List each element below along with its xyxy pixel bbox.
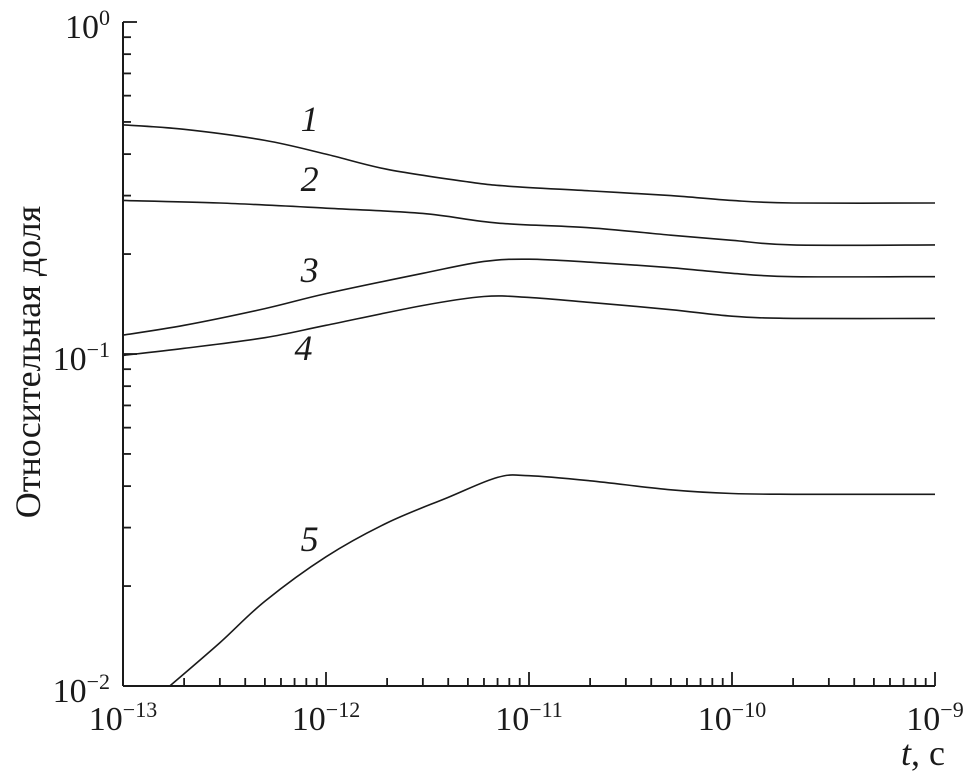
y-tick-label: 100 <box>65 5 110 46</box>
x-axis-unit: , с <box>911 733 945 773</box>
curve-1 <box>122 124 936 204</box>
curve-label-5: 5 <box>301 519 319 559</box>
curve-label-4: 4 <box>295 328 313 368</box>
x-tick-label: 10−12 <box>292 697 360 738</box>
x-tick-label: 10−9 <box>906 697 963 738</box>
curve-label-3: 3 <box>300 250 319 290</box>
ticks <box>122 21 936 687</box>
curve-3 <box>122 258 936 336</box>
x-tick-label: 10−13 <box>89 697 157 738</box>
curves <box>122 124 936 687</box>
y-axis-title: Относительная доля <box>8 206 48 518</box>
x-tick-label: 10−11 <box>495 697 563 738</box>
curve-2 <box>122 199 936 247</box>
x-tick-label: 10−10 <box>698 697 766 738</box>
y-tick-label: 10−2 <box>53 669 110 710</box>
tick-labels: 10−13 10−12 10−11 10−10 10−9 100 10−1 10−2 <box>53 5 964 738</box>
axes <box>122 22 935 687</box>
curve-labels: 1 2 3 4 5 <box>295 99 319 559</box>
curve-5 <box>169 474 936 687</box>
curve-label-2: 2 <box>301 159 319 199</box>
curve-label-1: 1 <box>301 99 319 139</box>
x-axis-variable: t <box>901 733 912 773</box>
curve-4 <box>122 295 936 357</box>
y-tick-label: 10−1 <box>53 337 110 378</box>
x-axis-title: t, с <box>901 733 945 773</box>
